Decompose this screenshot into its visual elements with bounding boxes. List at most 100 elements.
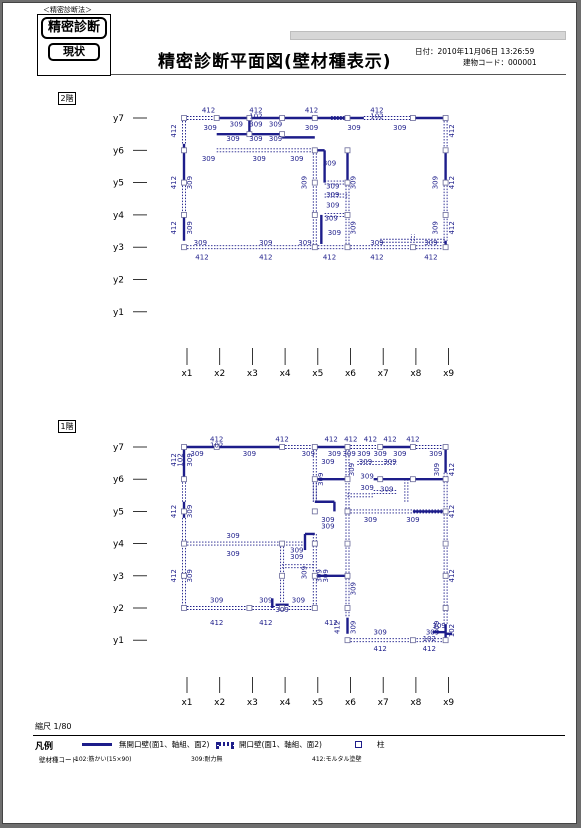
wall-code-label-vertical: 412 — [170, 453, 178, 466]
wall-code-label-vertical: 309 — [433, 463, 441, 476]
column — [311, 115, 318, 121]
column — [246, 605, 253, 611]
wall-code-label-vertical: 412 — [170, 176, 178, 189]
column — [181, 179, 187, 186]
column — [344, 605, 351, 611]
print-date: 日付：2010年11月06日 13:26:59 — [415, 47, 535, 56]
column — [344, 476, 351, 483]
floor-plans-drawing: y7 y6 y5 y4 y3 y2 y1 x1 x2 x3 x4 x5 x6 x7 x8 x9 412 412 41… — [113, 106, 456, 708]
wall-code-label: 309 — [269, 135, 282, 143]
wall-code-label: 412 — [202, 106, 215, 114]
column — [246, 131, 253, 138]
column — [442, 476, 449, 483]
redacted-name-bar — [290, 31, 566, 40]
wall-code-label: 309 — [253, 155, 266, 163]
wall-code-label-vertical: 309 — [350, 621, 358, 634]
wall-code-label: 412 — [195, 253, 208, 261]
column — [442, 211, 449, 218]
x-axis-label: x3 — [247, 698, 258, 708]
column — [279, 572, 286, 579]
wall-code-label: 102 — [370, 113, 383, 121]
wall-code-label: 309 — [290, 553, 303, 561]
y-axis-label: y4 — [113, 211, 124, 221]
x-axis-label: x6 — [345, 698, 356, 708]
column-swatch — [355, 741, 362, 748]
wall-code-label: 309 — [429, 450, 442, 458]
wall-code-label: 309 — [290, 547, 303, 555]
column — [213, 115, 220, 121]
x-axis-label: x4 — [280, 698, 291, 708]
wall-code-label-vertical: 412 — [448, 569, 456, 582]
wall-code-label-vertical: 309 — [350, 221, 358, 234]
wall-code-label: 412 — [406, 435, 419, 443]
wall-code-label-vertical: 412 — [333, 621, 341, 634]
column — [409, 115, 416, 121]
wall-code-label-vertical: 102 — [176, 453, 184, 466]
wall-code-label: 412 — [323, 253, 336, 261]
wall-code-label: 309 — [380, 485, 393, 493]
column — [246, 115, 253, 121]
column — [442, 572, 449, 579]
x-axis-label: x7 — [378, 369, 389, 379]
x-axis-label: x5 — [312, 698, 323, 708]
wall-code-label: 309 — [290, 155, 303, 163]
column — [344, 147, 351, 154]
wall-code-label: 309 — [269, 120, 282, 128]
column — [344, 211, 351, 218]
wall-code-label: 309 — [326, 191, 339, 199]
y-axis-label: y5 — [113, 179, 124, 189]
wall-code-label: 309 — [323, 160, 336, 168]
wall-code-label-vertical: 309 — [186, 453, 194, 466]
wall-code-label: 412 — [305, 106, 318, 114]
wall-code-label: 309 — [360, 484, 373, 492]
column — [344, 508, 351, 515]
column — [344, 540, 351, 547]
wall-code-label: 309 — [360, 472, 373, 480]
x-axis-label: x2 — [214, 369, 225, 379]
open-wall-swatch — [216, 742, 234, 746]
column — [311, 444, 318, 450]
wall-code-label: 412 — [210, 619, 223, 627]
wall-code-label: 309 — [374, 450, 387, 458]
solid-wall-swatch — [82, 743, 112, 746]
wall-code-label-vertical: 309 — [322, 569, 330, 582]
wall-code-label: 412 — [324, 435, 337, 443]
wall-code-label: 309 — [359, 458, 372, 466]
x-axis-label: x7 — [378, 698, 389, 708]
x-axis-label: x9 — [443, 698, 454, 708]
column — [344, 244, 351, 251]
wall-code-label: 309 — [383, 458, 396, 466]
column — [213, 444, 220, 450]
wall-code-label-vertical: 309 — [301, 176, 309, 189]
legend-title: 凡例 — [35, 742, 54, 752]
column — [311, 572, 318, 579]
column — [311, 244, 318, 251]
wall-code-label: 102 — [249, 113, 262, 121]
wall-code-label: 309 — [194, 239, 207, 247]
wall-code-label: 309 — [370, 239, 383, 247]
y-axis-label: y3 — [113, 572, 124, 582]
column — [442, 540, 449, 547]
column — [409, 244, 416, 251]
legend-divider — [33, 735, 565, 736]
wall-code-label: 412 — [259, 619, 272, 627]
wall-code-label-vertical: 309 — [315, 569, 323, 582]
wall-code-label-vertical: 412 — [170, 221, 178, 234]
wall-code-label-vertical: 412 — [448, 124, 456, 137]
wall-code-label: 309 — [326, 202, 339, 210]
column — [344, 637, 351, 644]
x-axis-label: x9 — [443, 369, 454, 379]
wall-code-label: 309 — [298, 239, 311, 247]
column — [181, 605, 187, 611]
wall-code-label-vertical: 309 — [317, 473, 325, 486]
column — [279, 540, 286, 547]
column — [409, 444, 416, 450]
column — [344, 179, 351, 186]
wall-code-label: 309 — [230, 120, 243, 128]
y-axis-label: y1 — [113, 308, 124, 318]
x-axis-label: x6 — [345, 369, 356, 379]
legend-open-wall: 開口壁(面1、軸組、面2) — [239, 740, 322, 749]
page-title: 精密診断平面図(壁材種表示) — [158, 52, 392, 72]
wall-code-label: 309 — [393, 450, 406, 458]
